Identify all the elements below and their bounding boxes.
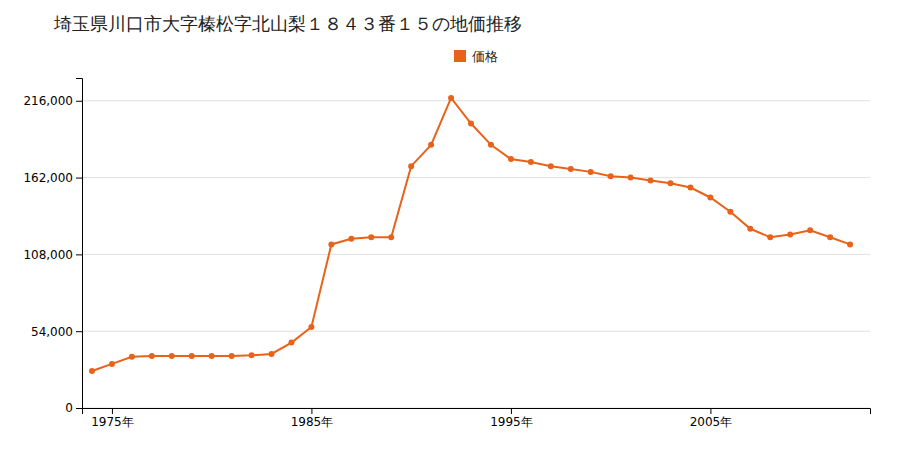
- point: [628, 175, 634, 181]
- point: [568, 166, 574, 172]
- point: [269, 351, 275, 357]
- point: [448, 95, 454, 101]
- y-axis: 0 54,000 108,000 162,000 216,000: [23, 79, 82, 416]
- point: [528, 159, 534, 165]
- tick: 108,000: [23, 248, 82, 262]
- point: [89, 368, 95, 374]
- tick-mark: [76, 331, 82, 332]
- tick-mark: [112, 408, 113, 414]
- x-axis: 1975年 1985年 1995年 2005年: [83, 408, 871, 429]
- point: [508, 156, 514, 162]
- tick-label: 1975年: [91, 415, 134, 429]
- grid: [82, 101, 870, 408]
- title: 埼玉県川口市大字榛松字北山梨１８４３番１５の地価推移: [53, 13, 522, 34]
- tick: 1975年: [91, 408, 134, 429]
- axis-line: [76, 79, 83, 409]
- point: [328, 241, 334, 247]
- legend-swatch: [454, 50, 466, 62]
- plot-area: 1975年 1985年 1995年 2005年 0 54,000 108,000 162,00…: [23, 79, 870, 429]
- point: [408, 163, 414, 169]
- point: [149, 353, 155, 359]
- legend-label: 価格: [472, 49, 498, 64]
- grid-line: [82, 177, 870, 178]
- tick-label: 0: [65, 401, 73, 415]
- point: [608, 173, 614, 179]
- tick-mark: [76, 101, 82, 102]
- axis-line: [83, 409, 871, 415]
- tick-label: 162,000: [23, 171, 73, 185]
- point: [468, 121, 474, 127]
- line: [92, 98, 850, 371]
- tick: 54,000: [31, 325, 82, 339]
- point: [548, 163, 554, 169]
- tick-label: 108,000: [23, 248, 73, 262]
- point: [308, 324, 314, 330]
- tick-mark: [511, 408, 512, 414]
- grid-line: [82, 331, 870, 332]
- point: [747, 226, 753, 232]
- point: [488, 142, 494, 148]
- point: [288, 340, 294, 346]
- point: [129, 354, 135, 360]
- grid-line: [82, 100, 870, 101]
- tick-mark: [76, 254, 82, 255]
- tick-label: 2005年: [690, 415, 733, 429]
- point: [827, 234, 833, 240]
- tick-label: 216,000: [23, 94, 73, 108]
- tick: 1985年: [291, 408, 334, 429]
- tick: 162,000: [23, 171, 82, 185]
- point: [189, 353, 195, 359]
- point: [787, 231, 793, 237]
- point: [209, 353, 215, 359]
- point: [707, 194, 713, 200]
- chart: 1975年 1985年 1995年 2005年 0 54,000 108,000 162,00…: [0, 0, 900, 450]
- point: [648, 177, 654, 183]
- point: [249, 352, 255, 358]
- tick: 1995年: [490, 408, 533, 429]
- point: [229, 353, 235, 359]
- point: [588, 169, 594, 175]
- point: [348, 236, 354, 242]
- tick-mark: [311, 408, 312, 414]
- point: [727, 209, 733, 215]
- point: [388, 234, 394, 240]
- tick-label: 54,000: [31, 325, 73, 339]
- tick: 0: [65, 401, 82, 415]
- point: [428, 142, 434, 148]
- tick-mark: [76, 178, 82, 179]
- point: [668, 180, 674, 186]
- legend-item: 価格: [454, 49, 498, 64]
- point: [847, 241, 853, 247]
- tick-mark: [710, 408, 711, 414]
- point: [767, 234, 773, 240]
- point: [169, 353, 175, 359]
- legend: 価格: [454, 49, 498, 64]
- grid-line: [82, 254, 870, 255]
- tick: 2005年: [690, 408, 733, 429]
- marks: [89, 95, 853, 374]
- tick: 216,000: [23, 94, 82, 108]
- tick-label: 1995年: [490, 415, 533, 429]
- point: [368, 234, 374, 240]
- point: [807, 227, 813, 233]
- point: [687, 185, 693, 191]
- point: [109, 361, 115, 367]
- tick-label: 1985年: [291, 415, 334, 429]
- tick-mark: [76, 408, 82, 409]
